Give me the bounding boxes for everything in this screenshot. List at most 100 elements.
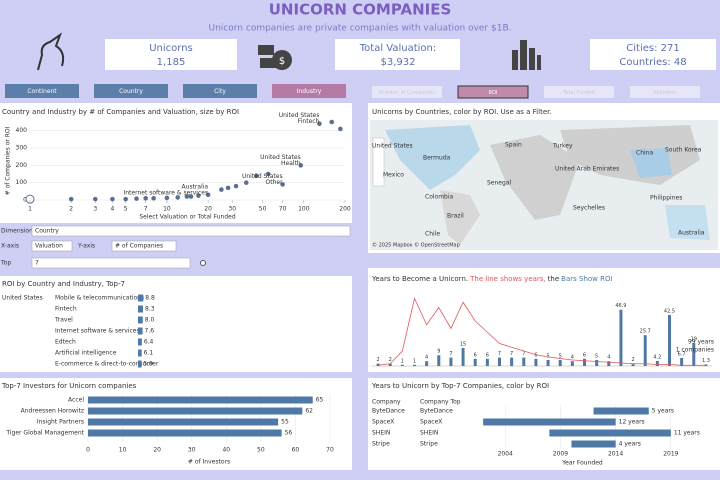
- bar[interactable]: [483, 418, 616, 426]
- control-label: X-axis: [1, 243, 19, 250]
- point[interactable]: [25, 194, 35, 204]
- map-title: Unicorns by Countries, color by ROI. Use…: [372, 108, 552, 116]
- point[interactable]: [110, 196, 115, 202]
- bar[interactable]: [593, 407, 649, 415]
- map-controls[interactable]: [372, 137, 385, 187]
- y-axis-label: # of Companies or ROI: [5, 126, 12, 195]
- bar[interactable]: [88, 429, 282, 437]
- value-label: 1: [401, 358, 404, 364]
- point[interactable]: [123, 196, 128, 202]
- point[interactable]: [143, 195, 148, 201]
- bar[interactable]: [473, 358, 477, 366]
- tab[interactable]: [372, 86, 442, 98]
- tab[interactable]: [94, 84, 168, 98]
- bar[interactable]: [485, 358, 489, 366]
- tab[interactable]: [272, 84, 346, 98]
- value-label: 6: [534, 352, 537, 358]
- bar[interactable]: [643, 335, 647, 366]
- bar[interactable]: [138, 316, 143, 324]
- dropdown[interactable]: [31, 225, 351, 237]
- dropdown[interactable]: [31, 240, 73, 252]
- map[interactable]: [370, 120, 718, 250]
- slider-input[interactable]: [31, 257, 191, 269]
- value-label: 56: [285, 430, 293, 437]
- point-label: Other: [266, 179, 284, 186]
- bar[interactable]: [138, 360, 142, 368]
- point[interactable]: [233, 183, 239, 189]
- bar[interactable]: [88, 418, 279, 426]
- point[interactable]: [188, 194, 194, 199]
- bar[interactable]: [534, 358, 538, 366]
- bar[interactable]: [88, 407, 303, 415]
- point[interactable]: [175, 195, 181, 200]
- slider-handle[interactable]: [200, 260, 206, 266]
- bar[interactable]: [138, 294, 144, 302]
- bar[interactable]: [522, 357, 526, 366]
- bar[interactable]: [571, 440, 616, 448]
- tab[interactable]: [457, 85, 529, 99]
- point[interactable]: [68, 196, 74, 202]
- bar[interactable]: [437, 355, 441, 366]
- bar[interactable]: [631, 363, 635, 366]
- point[interactable]: [219, 187, 224, 192]
- x-tick-label: 2004: [498, 451, 513, 458]
- point[interactable]: [205, 192, 211, 198]
- category-label: Stripe: [372, 441, 390, 448]
- bar[interactable]: [138, 327, 143, 335]
- bar[interactable]: [546, 360, 550, 366]
- point[interactable]: [317, 121, 322, 127]
- point[interactable]: [164, 195, 170, 201]
- bar[interactable]: [138, 349, 142, 357]
- x-tick-label: 200: [339, 206, 351, 213]
- bar[interactable]: [138, 305, 143, 313]
- point[interactable]: [265, 171, 271, 177]
- bar[interactable]: [607, 361, 611, 366]
- bar[interactable]: [461, 348, 465, 366]
- bar[interactable]: [498, 357, 501, 366]
- point[interactable]: [134, 196, 139, 201]
- bar[interactable]: [413, 364, 416, 366]
- column-header: Company Top: [420, 399, 461, 406]
- tab[interactable]: [544, 86, 614, 98]
- bar[interactable]: [88, 396, 313, 404]
- point[interactable]: [254, 173, 259, 179]
- x-axis-label: Year Founded: [561, 460, 603, 467]
- point[interactable]: [280, 182, 285, 187]
- point[interactable]: [151, 195, 156, 201]
- bar[interactable]: [668, 315, 671, 366]
- point[interactable]: [329, 119, 335, 125]
- bar[interactable]: [510, 357, 514, 366]
- dropdown[interactable]: [111, 240, 177, 252]
- bar[interactable]: [655, 360, 659, 366]
- bar[interactable]: [558, 360, 562, 366]
- point[interactable]: [298, 163, 304, 168]
- bar[interactable]: [692, 343, 696, 366]
- bar[interactable]: [388, 363, 392, 366]
- bar[interactable]: [138, 338, 142, 346]
- bar[interactable]: [680, 357, 684, 366]
- tab[interactable]: [630, 86, 700, 98]
- tab[interactable]: [5, 84, 79, 98]
- bar[interactable]: [449, 357, 453, 366]
- bar[interactable]: [425, 361, 429, 366]
- bar[interactable]: [376, 363, 380, 366]
- bar[interactable]: [583, 358, 586, 366]
- point[interactable]: [225, 185, 231, 191]
- bar[interactable]: [619, 309, 623, 366]
- chart-title: Country and Industry by # of Companies a…: [2, 108, 239, 116]
- point[interactable]: [243, 180, 249, 185]
- tab-label: City: [214, 88, 226, 95]
- bar[interactable]: [400, 364, 404, 366]
- map-label: China: [636, 150, 653, 157]
- point[interactable]: [184, 194, 190, 199]
- point[interactable]: [196, 193, 201, 198]
- value-label: 7: [510, 351, 513, 357]
- point[interactable]: [338, 126, 343, 132]
- bar[interactable]: [570, 361, 574, 366]
- tab[interactable]: [183, 84, 257, 98]
- bar[interactable]: [595, 360, 599, 366]
- category-label: E-commerce & direct-to-consumer: [55, 361, 159, 368]
- bar[interactable]: [549, 429, 671, 437]
- point[interactable]: [93, 196, 98, 202]
- value-label: 5: [559, 354, 562, 360]
